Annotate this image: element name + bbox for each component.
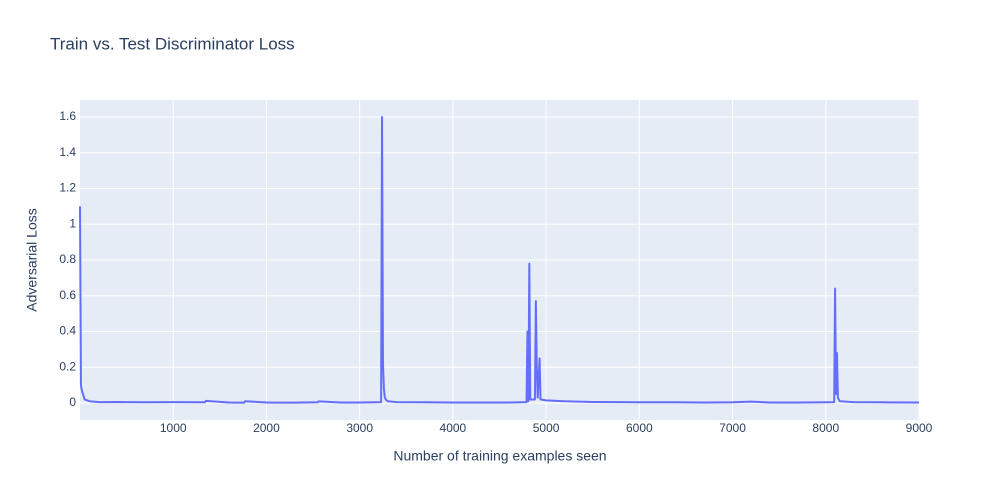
chart-title: Train vs. Test Discriminator Loss [50, 34, 295, 53]
y-tick-label: 0.6 [59, 288, 76, 302]
x-tick-label: 8000 [812, 421, 839, 435]
y-tick-label: 0.4 [59, 324, 76, 338]
x-tick-label: 3000 [346, 421, 373, 435]
x-tick-label: 6000 [626, 421, 653, 435]
y-tick-label: 1.4 [59, 145, 76, 159]
y-tick-label: 1.6 [59, 109, 76, 123]
x-tick-label: 5000 [533, 421, 560, 435]
y-axis-title: Adversarial Loss [24, 208, 40, 312]
x-tick-label: 2000 [253, 421, 280, 435]
x-tick-label: 4000 [440, 421, 467, 435]
y-tick-label: 0.8 [59, 252, 76, 266]
x-tick-label: 9000 [906, 421, 933, 435]
y-tick-label: 0 [69, 395, 76, 409]
y-tick-label: 1.2 [59, 181, 76, 195]
x-axis-title: Number of training examples seen [393, 448, 606, 464]
data-line [79, 115, 920, 404]
y-tick-label: 0.2 [59, 359, 76, 373]
y-tick-label: 1 [69, 216, 76, 230]
x-tick-label: 7000 [719, 421, 746, 435]
x-tick-label: 1000 [160, 421, 187, 435]
